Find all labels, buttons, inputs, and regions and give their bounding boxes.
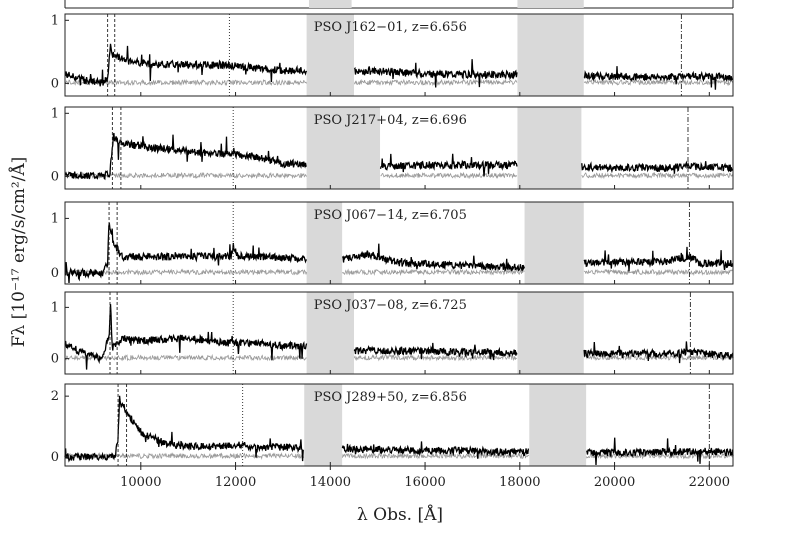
telluric-band — [517, 292, 584, 374]
spectrum-panel-2: 0 1 PSO J217+04, z=6.696 — [51, 106, 734, 190]
spectrum-panel-4: 0 1 PSO J037−08, z=6.725 — [51, 291, 734, 375]
panel-frame — [64, 383, 734, 467]
panels-group: 0 1 PSO J162−01, z=6.656 0 1 PSO J217+04, z=6… — [51, 0, 734, 467]
y-tick-label: 0 — [51, 76, 59, 91]
telluric-band — [306, 14, 354, 96]
x-tick-label: 20000 — [594, 475, 635, 490]
panel-label: PSO J289+50, z=6.856 — [314, 390, 467, 405]
telluric-band — [306, 107, 381, 189]
x-axis: 10000 12000 14000 16000 18000 20000 22000 — [120, 466, 730, 490]
panel-label: PSO J067−14, z=6.705 — [314, 208, 467, 223]
spectrum-panel-5: 0 2 PSO J289+50, z=6.856 — [51, 383, 734, 467]
top-panel-band — [308, 0, 352, 8]
x-tick-label: 12000 — [215, 475, 256, 490]
y-tick-label: 1 — [51, 13, 59, 28]
y-tick-label: 0 — [51, 266, 59, 281]
flux-spectrum — [64, 395, 734, 466]
x-tick-label: 10000 — [120, 475, 161, 490]
y-tick-label: 1 — [51, 300, 59, 315]
x-tick-label: 16000 — [404, 475, 445, 490]
telluric-band — [306, 292, 354, 374]
spectrum-panel-3: 0 1 PSO J067−14, z=6.705 — [51, 201, 734, 285]
spectrum-panel-1: 0 1 PSO J162−01, z=6.656 — [51, 13, 734, 97]
x-tick-label: 14000 — [310, 475, 351, 490]
x-tick-label: 22000 — [689, 475, 730, 490]
panel-label: PSO J162−01, z=6.656 — [314, 20, 467, 35]
panel-label: PSO J217+04, z=6.696 — [314, 113, 467, 128]
top-panel-band — [517, 0, 584, 8]
y-tick-label: 1 — [51, 211, 59, 226]
error-spectrum — [64, 78, 734, 87]
telluric-band — [304, 384, 343, 466]
panel-frame — [64, 106, 734, 190]
y-tick-label: 1 — [51, 106, 59, 121]
telluric-band — [517, 107, 582, 189]
y-tick-label: 0 — [51, 169, 59, 184]
panel-frame — [64, 13, 734, 97]
telluric-band — [529, 384, 587, 466]
error-spectrum — [64, 171, 734, 180]
telluric-band — [517, 14, 584, 96]
flux-spectrum — [64, 303, 734, 370]
error-spectrum — [64, 268, 734, 277]
flux-spectrum — [64, 132, 734, 181]
y-tick-label: 0 — [51, 450, 59, 465]
panel-frame — [64, 201, 734, 285]
telluric-band — [524, 202, 584, 284]
y-tick-label: 0 — [51, 352, 59, 367]
panel-frame — [64, 291, 734, 375]
y-axis-label: Fλ [10⁻¹⁷ erg/s/cm²/Å] — [8, 157, 29, 348]
x-axis-label: λ Obs. [Å] — [357, 504, 443, 525]
panel-label: PSO J037−08, z=6.725 — [314, 298, 467, 313]
x-tick-label: 18000 — [499, 475, 540, 490]
telluric-band — [306, 202, 343, 284]
flux-spectrum — [64, 222, 734, 284]
flux-spectrum — [64, 43, 734, 90]
y-tick-label: 2 — [51, 389, 59, 404]
